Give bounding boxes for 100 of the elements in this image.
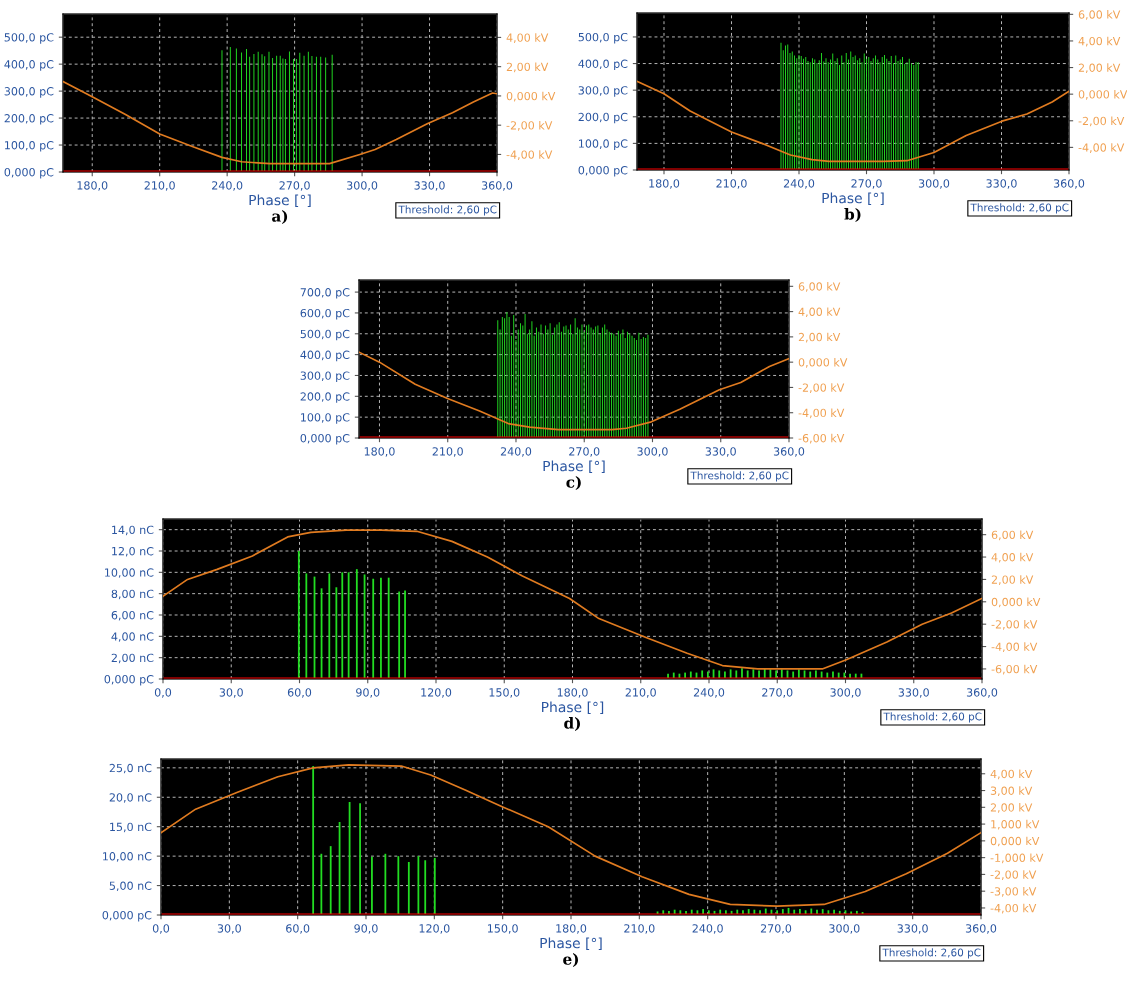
x-tick-label: 270,0	[851, 179, 882, 189]
y2-tick-label: -4,00 kV	[990, 903, 1037, 914]
x-tick-label: 270,0	[279, 181, 310, 191]
x-tick-label: 300,0	[830, 688, 861, 698]
y2-tick-label: -4,00 kV	[991, 642, 1038, 653]
y2-tick-label: -4,00 kV	[1078, 143, 1125, 153]
x-tick-label: 360,0	[773, 447, 805, 457]
x-axis-title: Phase [°]	[542, 701, 604, 714]
y-tick-label: 100,0 pC	[579, 139, 628, 150]
x-tick-label: 180,0	[649, 179, 680, 189]
y-tick-label: 14,0 nC	[112, 525, 154, 536]
y2-tick-label: 2,00 kV	[1078, 63, 1121, 74]
y2-tick-label: 4,00 kV	[798, 307, 841, 318]
x-tick-label: 0,0	[154, 688, 172, 698]
y2-tick-label: 6,00 kV	[798, 282, 841, 292]
x-tick-label: 180,0	[557, 688, 588, 698]
line-series	[63, 80, 497, 165]
y2-tick-label: 2,00 kV	[991, 575, 1034, 585]
y-tick-label: 500,0 pC	[300, 329, 350, 341]
y2-tick-label: -4,00 kV	[506, 150, 553, 160]
y-tick-label: 700,0 pC	[300, 288, 350, 299]
x-tick-label: 360,0	[966, 688, 998, 698]
y2-tick-label: 4,00 kV	[506, 33, 549, 43]
x-axis-title: Phase [°]	[540, 937, 602, 950]
y-tick-label: 0,000 pC	[578, 165, 628, 177]
y-tick-label: 12,0 nC	[112, 546, 154, 557]
y-tick-label: 400,0 pC	[4, 60, 54, 71]
x-tick-label: 300,0	[637, 447, 668, 457]
y-tick-label: 15,0 nC	[110, 822, 152, 833]
y2-tick-label: 4,00 kV	[991, 552, 1034, 563]
line-series	[163, 529, 982, 670]
text: Threshold: 2,60 pC	[970, 203, 1069, 214]
x-tick-label: 180,0	[364, 447, 395, 457]
text: a)	[272, 210, 288, 224]
x-tick-label: 300,0	[829, 924, 860, 934]
x-tick-label: 90,0	[356, 688, 380, 698]
x-tick-label: 330,0	[705, 447, 736, 457]
text: d)	[564, 717, 580, 731]
x-tick-label: 180,0	[556, 924, 587, 934]
y-tick-label: 600,0 pC	[300, 308, 350, 320]
x-tick-label: 300,0	[918, 179, 950, 189]
y-tick-label: 100,0 pC	[301, 413, 350, 424]
y-tick-label: 10,00 nC	[103, 852, 152, 862]
y2-tick-label: -2,00 kV	[506, 120, 553, 131]
text: Threshold: 2,60 pC	[882, 948, 981, 959]
y2-tick-label: 0,000 kV	[991, 597, 1041, 608]
y2-tick-label: 2,00 kV	[798, 332, 841, 343]
y2-tick-label: 0,000 kV	[1078, 89, 1127, 100]
y-tick-label: 4,00 nC	[111, 632, 154, 642]
y2-tick-label: 6,00 kV	[991, 530, 1034, 541]
x-tick-label: 30,0	[217, 924, 241, 934]
y-tick-label: 10,00 nC	[105, 568, 154, 578]
text: b)	[844, 208, 861, 222]
x-tick-label: 360,0	[1053, 179, 1085, 189]
line-series	[359, 351, 789, 431]
y-tick-label: 300,0 pC	[578, 86, 628, 97]
x-tick-label: 240,0	[693, 688, 725, 698]
y2-tick-label: 2,00 kV	[990, 803, 1033, 813]
y-tick-label: 100,0 pC	[5, 141, 54, 152]
y2-tick-label: 3,00 kV	[990, 786, 1033, 797]
x-tick-label: 240,0	[212, 181, 243, 191]
text: Threshold: 2,60 pC	[398, 205, 497, 216]
x-tick-label: 120,0	[419, 924, 450, 934]
y2-tick-label: -3,00 kV	[990, 886, 1037, 897]
x-tick-label: 210,0	[716, 179, 747, 189]
x-tick-label: 210,0	[144, 181, 175, 191]
y2-tick-label: 0,000 kV	[990, 836, 1040, 847]
x-tick-label: 210,0	[624, 924, 655, 934]
y2-tick-label: -2,00 kV	[991, 619, 1038, 630]
y-tick-label: 300,0 pC	[4, 87, 54, 98]
y2-tick-label: 4,00 kV	[1078, 36, 1121, 47]
x-tick-label: 240,0	[783, 179, 815, 189]
y2-tick-label: -2,00 kV	[798, 383, 845, 393]
x-tick-label: 240,0	[692, 924, 723, 934]
y2-tick-label: -4,00 kV	[798, 408, 845, 419]
y2-tick-label: 0,000 kV	[798, 357, 848, 368]
x-tick-label: 210,0	[625, 688, 656, 698]
y2-tick-label: 6,00 kV	[1078, 10, 1121, 20]
x-tick-label: 150,0	[489, 688, 520, 698]
y-tick-label: 0,000 pC	[104, 674, 154, 686]
text: Threshold: 2,60 pC	[690, 471, 789, 482]
y-tick-label: 200,0 pC	[4, 114, 54, 125]
line-series	[637, 80, 1069, 163]
x-tick-label: 270,0	[762, 688, 793, 698]
y-tick-label: 0,000 pC	[4, 167, 54, 179]
y2-tick-label: -1,000 kV	[990, 853, 1044, 864]
x-tick-label: 330,0	[414, 181, 445, 191]
x-tick-label: 60,0	[287, 688, 312, 698]
x-tick-label: 330,0	[986, 179, 1017, 189]
y-tick-label: 5,00 nC	[109, 881, 152, 892]
y-tick-label: 2,00 nC	[111, 653, 154, 664]
y-tick-label: 8,00 nC	[111, 589, 154, 600]
x-tick-label: 240,0	[500, 447, 532, 457]
y-tick-label: 300,0 pC	[300, 371, 350, 382]
x-tick-label: 330,0	[898, 688, 929, 698]
x-tick-label: 300,0	[347, 181, 378, 191]
y-tick-label: 0,000 pC	[102, 910, 152, 922]
x-tick-label: 360,0	[481, 181, 513, 191]
x-tick-label: 360,0	[965, 924, 997, 934]
x-axis-title: Phase [°]	[543, 460, 605, 473]
